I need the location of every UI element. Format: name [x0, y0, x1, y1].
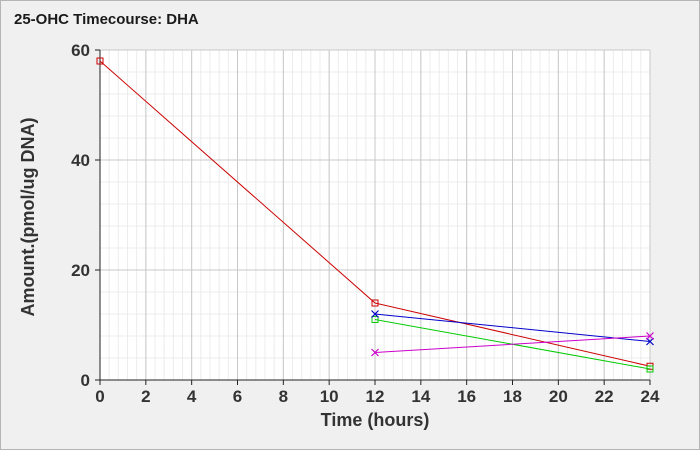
- data-point-4: [646, 332, 654, 340]
- y-tick-label: 0: [81, 371, 90, 390]
- data-point-1: [371, 299, 379, 307]
- y-tick-label: 20: [71, 261, 90, 280]
- data-point-3: [371, 310, 379, 318]
- y-tick-label: 60: [71, 41, 90, 60]
- x-tick-label: 10: [320, 387, 339, 406]
- grid: [99, 49, 651, 381]
- y-axis-label: Amount.(pmol/ug DNA): [18, 118, 38, 317]
- x-tick-label: 16: [457, 387, 476, 406]
- data-point-2: [646, 365, 654, 373]
- x-tick-label: 0: [95, 387, 104, 406]
- x-axis-label: Time (hours): [321, 410, 430, 430]
- series-line-4: [374, 335, 651, 353]
- series-line-1: [99, 60, 651, 367]
- x-tick-label: 22: [595, 387, 614, 406]
- x-tick-label: 20: [549, 387, 568, 406]
- x-tick-label: 24: [641, 387, 660, 406]
- data-point-2: [371, 316, 379, 323]
- series-layer: [96, 57, 654, 373]
- y-tick-label: 40: [71, 151, 90, 170]
- x-tick-label: 18: [503, 387, 522, 406]
- axes: [95, 49, 651, 385]
- x-tick-label: 4: [187, 387, 197, 406]
- x-tick-label: 12: [366, 387, 385, 406]
- data-point-1: [96, 57, 104, 65]
- chart-title: 25-OHC Timecourse: DHA: [14, 11, 199, 28]
- data-point-4: [371, 348, 379, 357]
- x-tick-label: 14: [411, 387, 430, 406]
- x-tick-label: 8: [279, 387, 288, 406]
- x-tick-label: 6: [233, 387, 242, 406]
- series-line-3: [374, 313, 651, 342]
- x-tick-label: 2: [141, 387, 150, 406]
